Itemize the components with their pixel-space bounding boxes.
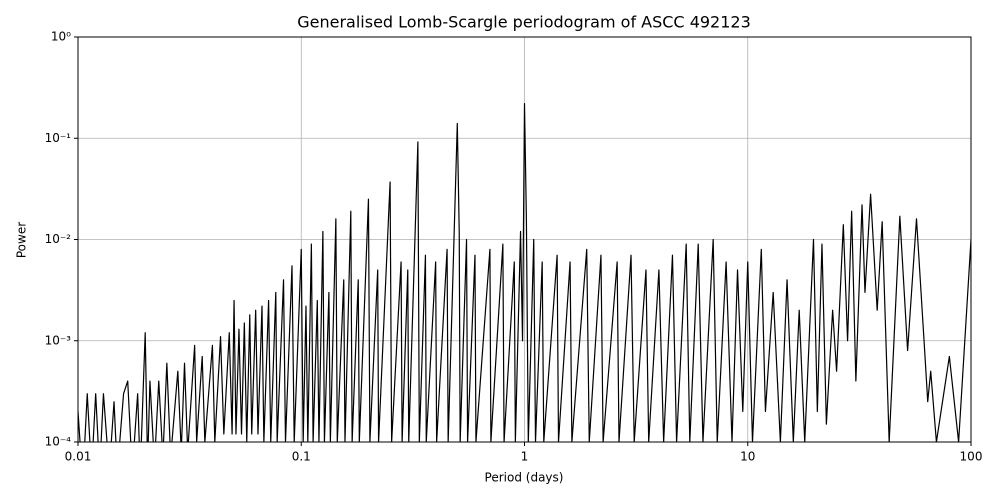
y-tick-label: 10⁻¹ xyxy=(45,131,72,145)
chart-title: Generalised Lomb-Scargle periodogram of … xyxy=(297,13,751,32)
x-axis-label: Period (days) xyxy=(485,471,564,485)
plot-frame xyxy=(77,36,972,443)
y-tick-label: 10⁻² xyxy=(45,232,72,246)
x-tick-label: 100 xyxy=(960,450,983,464)
x-tick-label: 1 xyxy=(521,450,529,464)
y-tick-label: 10⁻⁴ xyxy=(45,435,72,449)
y-tick-label: 10⁰ xyxy=(51,30,71,44)
y-axis-label: Power xyxy=(15,222,29,258)
x-tick-label: 10 xyxy=(740,450,755,464)
x-tick-label: 0.1 xyxy=(292,450,311,464)
x-tick-label: 0.01 xyxy=(65,450,92,464)
y-tick-label: 10⁻³ xyxy=(45,333,72,347)
